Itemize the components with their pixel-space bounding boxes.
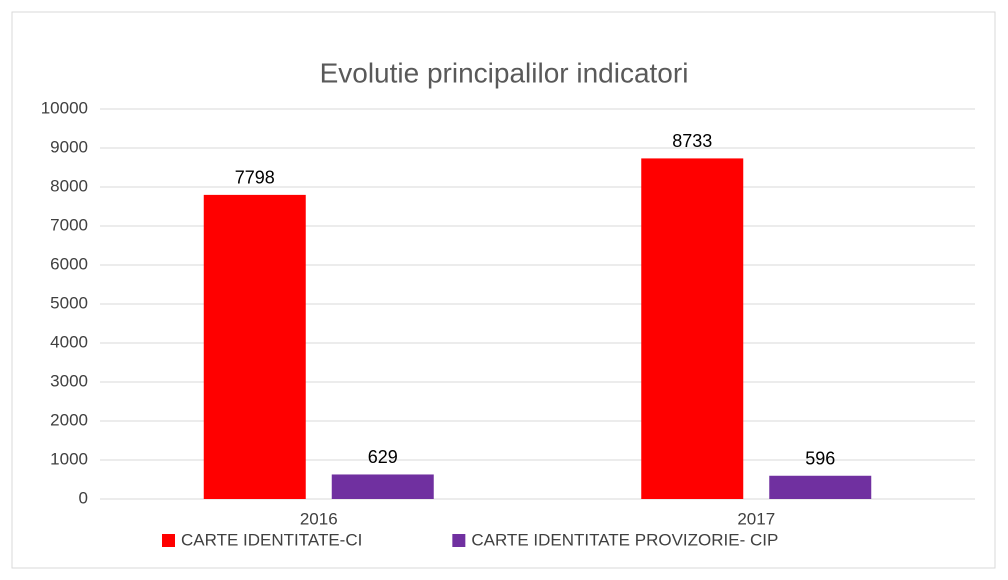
data-label: 629: [368, 447, 398, 467]
y-tick-label: 1000: [50, 449, 88, 468]
y-tick-label: 5000: [50, 293, 88, 312]
y-tick-label: 4000: [50, 332, 88, 351]
legend-label: CARTE IDENTITATE-CI: [181, 530, 362, 549]
y-tick-label: 8000: [50, 176, 88, 195]
y-tick-label: 9000: [50, 137, 88, 156]
bar: [641, 158, 744, 499]
x-tick-label: 2016: [300, 509, 338, 528]
y-tick-label: 2000: [50, 410, 88, 429]
bar: [203, 194, 306, 500]
y-tick-label: 6000: [50, 254, 88, 273]
chart-border: [11, 11, 996, 569]
y-tick-label: 0: [79, 488, 88, 507]
y-tick-label: 3000: [50, 371, 88, 390]
data-label: 8733: [672, 131, 712, 151]
bar: [331, 474, 434, 499]
legend-label: CARTE IDENTITATE PROVIZORIE- CIP: [471, 530, 778, 549]
legend-swatch: [452, 534, 466, 547]
bar: [769, 475, 872, 499]
data-label: 7798: [235, 168, 275, 188]
chart-title: Evolutie principalilor indicatori: [320, 57, 689, 88]
y-tick-label: 10000: [41, 98, 88, 117]
legend-swatch: [162, 534, 175, 547]
data-label: 596: [805, 449, 835, 469]
y-tick-label: 7000: [50, 215, 88, 234]
x-tick-label: 2017: [737, 509, 775, 528]
